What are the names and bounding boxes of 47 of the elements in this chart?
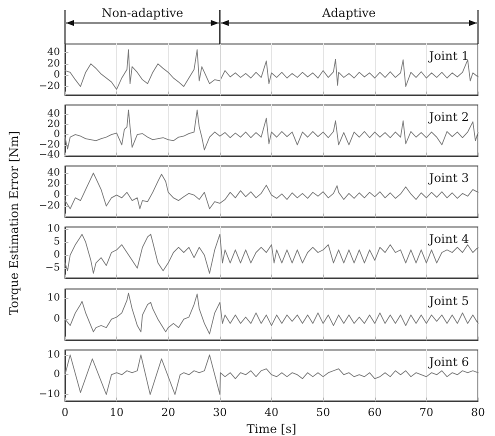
- line-series: [64, 354, 478, 395]
- y-tick-label: 0: [54, 314, 60, 325]
- chart-title: Joint 6: [427, 355, 469, 369]
- y-tick-label: 0: [54, 190, 60, 201]
- y-tick-label: −20: [38, 200, 60, 212]
- chart-title: Joint 3: [427, 171, 469, 185]
- x-axis-title: Time [s]: [246, 422, 296, 436]
- x-tick-label: 40: [264, 406, 278, 419]
- y-tick-label: −20: [38, 139, 60, 150]
- y-tick-label: −40: [38, 149, 60, 160]
- x-tick-label: 80: [471, 406, 485, 419]
- y-tick-label: 40: [47, 47, 60, 58]
- x-tick-label: 20: [161, 406, 176, 419]
- y-tick-label: 10: [47, 224, 60, 235]
- x-tick-label: 10: [110, 406, 124, 419]
- chart-title: Joint 2: [427, 110, 469, 124]
- line-series: [64, 49, 478, 90]
- line-series: [64, 110, 478, 150]
- y-tick-label: 10: [47, 292, 60, 304]
- chart-title: Joint 1: [427, 49, 469, 63]
- x-tick-label: 70: [419, 406, 434, 419]
- line-series: [64, 292, 478, 334]
- y-tick-label: −10: [38, 388, 60, 400]
- y-tick-label: 0: [54, 70, 60, 81]
- y-tick-label: 0: [54, 129, 60, 140]
- y-tick-label: 40: [47, 168, 60, 179]
- y-tick-label: 10: [47, 349, 60, 360]
- line-series: [64, 172, 478, 210]
- x-tick-label: 50: [316, 406, 330, 419]
- text: Adaptive: [321, 6, 376, 20]
- line-series: [64, 234, 478, 274]
- text: Non-adaptive: [102, 6, 184, 20]
- y-tick-label: −20: [38, 81, 60, 92]
- y-tick-label: 20: [47, 118, 60, 130]
- y-tick-label: 0: [54, 250, 60, 261]
- y-axis-title: Torque Estimation Error [Nm]: [7, 130, 21, 315]
- y-tick-label: 40: [47, 108, 60, 120]
- y-tick-label: −5: [45, 262, 60, 274]
- x-tick-label: 60: [368, 406, 382, 419]
- x-tick-label: 0: [62, 406, 68, 419]
- y-tick-label: 20: [47, 58, 60, 70]
- chart-title: Joint 5: [427, 294, 469, 308]
- y-tick-label: 0: [54, 369, 60, 380]
- x-tick-label: 30: [212, 406, 227, 419]
- chart-title: Joint 4: [427, 232, 470, 246]
- y-tick-label: 5: [54, 236, 60, 248]
- y-tick-label: 20: [47, 178, 60, 190]
